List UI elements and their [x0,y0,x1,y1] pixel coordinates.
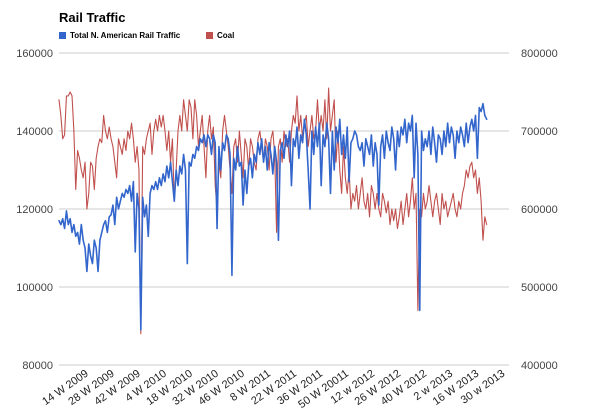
right-axis-ticks: 400000 500000 600000 700000 800000 [521,48,558,372]
y-left-tick-label: 140000 [16,126,53,138]
y-left-tick-label: 120000 [16,204,53,216]
y-right-tick-label: 700000 [521,126,558,138]
y-right-tick-label: 600000 [521,204,558,216]
legend-swatch-coal [206,32,213,39]
y-left-tick-label: 80000 [22,360,53,372]
chart-title: Rail Traffic [59,10,125,25]
y-left-tick-label: 160000 [16,48,53,60]
series-line-coal [58,87,488,335]
y-right-tick-label: 400000 [521,360,558,372]
y-right-tick-label: 500000 [521,282,558,294]
y-right-tick-label: 800000 [521,48,558,60]
y-left-tick-label: 100000 [16,282,53,294]
legend: Total N. American Rail Traffic Coal [59,31,234,40]
legend-label-coal: Coal [217,31,234,40]
legend-swatch-rail-traffic [59,32,66,39]
plot-area [58,87,488,335]
legend-label-rail-traffic: Total N. American Rail Traffic [70,31,181,40]
series-line-rail-traffic [58,102,488,331]
left-axis-ticks: 80000 100000 120000 140000 160000 [16,48,53,372]
